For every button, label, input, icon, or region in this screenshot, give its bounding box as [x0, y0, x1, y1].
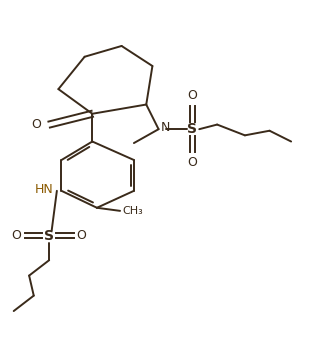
Text: O: O	[188, 89, 197, 102]
Text: S: S	[44, 228, 54, 242]
Text: S: S	[188, 122, 197, 136]
Text: O: O	[188, 156, 197, 169]
Text: CH₃: CH₃	[123, 206, 143, 216]
Text: O: O	[32, 118, 41, 131]
Text: O: O	[76, 229, 86, 242]
Text: HN: HN	[35, 183, 54, 196]
Text: N: N	[161, 121, 170, 134]
Text: O: O	[11, 229, 21, 242]
